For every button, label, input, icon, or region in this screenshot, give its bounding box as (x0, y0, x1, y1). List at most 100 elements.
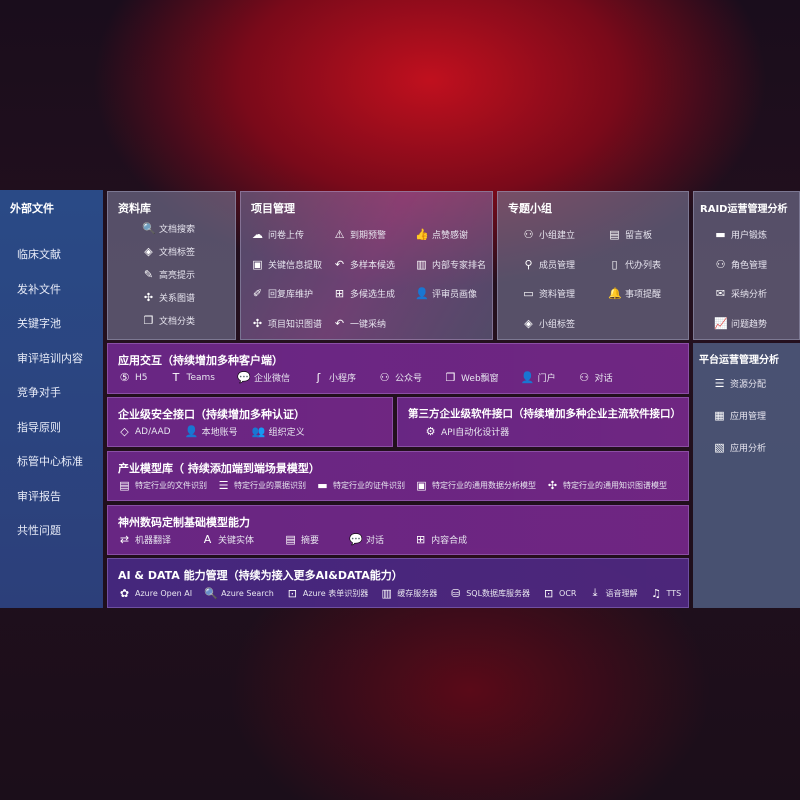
feature-item[interactable]: ▥ 内部专家排名 (415, 258, 486, 271)
feature-item[interactable]: 👤 本地账号 (185, 425, 238, 438)
feature-item[interactable]: 👍 点赞感谢 (415, 228, 468, 241)
feature-item[interactable]: ◈ 小组标签 (522, 317, 575, 330)
feature-item[interactable]: ▯ 代办列表 (608, 258, 661, 271)
feature-item[interactable]: ▤ 摘要 (284, 533, 319, 546)
external-file-item[interactable]: 审评培训内容 (17, 351, 83, 365)
panel-title: 外部文件 (10, 202, 54, 215)
feature-label: 机器翻译 (135, 536, 172, 546)
pen-icon: ✎ (143, 268, 154, 281)
feature-item[interactable]: ⚲ 成员管理 (522, 258, 575, 271)
feature-item[interactable]: ⚇ 公众号 (378, 371, 422, 384)
feature-item[interactable]: ❐ Web飘窗 (444, 371, 499, 384)
feature-label: 采纳分析 (731, 290, 768, 300)
feature-item[interactable]: ✐ 回复库维护 (251, 287, 313, 300)
feature-item[interactable]: ▣ 关键信息提取 (251, 258, 322, 271)
feature-item[interactable]: 💬 对话 (349, 533, 384, 546)
feature-item[interactable]: ✎ 高亮提示 (142, 268, 195, 281)
feature-item[interactable]: ⇄ 机器翻译 (118, 533, 171, 546)
feature-item[interactable]: ⊡ Azure 表单识别器 (286, 586, 368, 600)
feature-item[interactable]: ☰ 特定行业的票据识别 (217, 479, 306, 492)
feature-item[interactable]: 💬 企业微信 (237, 371, 290, 384)
feature-label: 多样本候选 (350, 260, 396, 271)
feature-item[interactable]: 🔔 事项提醒 (608, 287, 661, 300)
feature-item[interactable]: ◈ 文档标签 (142, 245, 195, 258)
chat-icon: 💬 (349, 533, 363, 546)
feature-item[interactable]: ⚇ 小组建立 (522, 228, 575, 241)
feature-item[interactable]: ✣ 关系图谱 (142, 291, 195, 304)
feature-label: 内部专家排名 (432, 260, 487, 271)
feature-row: ⚙ API自动化设计器 (424, 425, 510, 438)
feature-item[interactable]: ◇ AD/AAD (118, 425, 170, 438)
feature-item[interactable]: 🔍 Azure Search (204, 586, 274, 600)
feature-item[interactable]: ⛁ SQL数据库服务器 (449, 586, 530, 600)
feature-item[interactable]: ✣ 项目知识图谱 (251, 317, 322, 330)
ai-data-panel: AI & DATA 能力管理（持续为接入更多AI&DATA能力） ✿ Azure O… (107, 558, 689, 608)
external-file-item[interactable]: 指导原则 (17, 420, 61, 434)
feature-label: 特定行业的通用知识图谱模型 (563, 481, 667, 490)
feature-item[interactable]: ▦ 应用管理 (713, 409, 766, 422)
feature-item[interactable]: 👥 组织定义 (252, 425, 305, 438)
external-file-item[interactable]: 标管中心标准 (17, 455, 83, 468)
external-file-item[interactable]: 竞争对手 (17, 386, 61, 399)
third-party-interface-panel: 第三方企业级软件接口（持续增加多种企业主流软件接口） ⚙ API自动化设计器 (397, 397, 689, 447)
platform-analysis-panel: 平台运营管理分析 ☰ 资源分配 ▦ 应用管理 ▧ 应用分析 (693, 343, 800, 608)
feature-item[interactable]: ⚇ 对话 (578, 371, 612, 384)
thumbs-up-icon: 👍 (415, 228, 429, 241)
summary-icon: ▤ (285, 533, 296, 546)
panel-title: RAID运营管理分析 (700, 204, 788, 215)
feature-item[interactable]: ✉ 采纳分析 (714, 287, 767, 300)
list-icon: ☰ (714, 377, 725, 390)
feature-item[interactable]: 👤 评审员画像 (415, 287, 477, 300)
feature-item[interactable]: ▤ 特定行业的文件识别 (118, 479, 207, 492)
external-file-item[interactable]: 共性问题 (17, 524, 61, 537)
feature-item[interactable]: ⊞ 内容合成 (414, 533, 467, 546)
feature-item[interactable]: ☁ 问卷上传 (251, 228, 304, 241)
feature-item[interactable]: 📈 问题趋势 (714, 317, 767, 330)
feature-item[interactable]: ⚠ 到期预警 (333, 228, 386, 241)
feature-item[interactable]: ▬ 用户锻炼 (714, 228, 767, 241)
feature-item[interactable]: ▭ 资料管理 (522, 287, 575, 300)
cloud-upload-icon: ☁ (252, 228, 263, 241)
external-file-item[interactable]: 审评报告 (17, 489, 61, 503)
feature-item[interactable]: ⊞ 多候选生成 (333, 287, 395, 300)
feature-item[interactable]: ⊡ OCR (542, 586, 577, 600)
feature-item[interactable]: ↶ 一键采纳 (333, 317, 386, 330)
feature-label: 特定行业的通用数据分析模型 (432, 481, 536, 490)
external-file-item[interactable]: 发补文件 (17, 282, 61, 296)
external-file-item[interactable]: 关键字池 (17, 317, 61, 330)
graph-icon: ✣ (252, 316, 263, 330)
feature-row: ✿ Azure Open AI 🔍 Azure Search ⊡ Azure 表单识别器 ▥… (118, 586, 693, 600)
feature-item[interactable]: T Teams (170, 371, 215, 384)
feature-label: 内容合成 (431, 536, 468, 546)
feature-item[interactable]: ▬ 特定行业的证件识别 (316, 479, 405, 492)
feature-item[interactable]: ❐ 文档分类 (142, 314, 195, 327)
users-icon: ⚇ (715, 257, 726, 271)
feature-item[interactable]: ▧ 应用分析 (713, 441, 766, 454)
feature-label: 组织定义 (268, 428, 305, 438)
feature-item[interactable]: ♫ TTS (650, 586, 681, 600)
external-file-item[interactable]: 临床文献 (17, 248, 61, 261)
feature-item[interactable]: 👤 门户 (521, 371, 556, 384)
feature-label: 代办列表 (625, 260, 662, 271)
web-window-icon: ❐ (445, 371, 456, 384)
feature-item[interactable]: 🔍 文档搜索 (142, 222, 195, 235)
feature-label: 企业微信 (253, 374, 290, 384)
feature-item[interactable]: ▥ 缓存服务器 (380, 586, 438, 600)
feature-item[interactable]: ʃ 小程序 (312, 371, 356, 384)
feature-item[interactable]: A 关键实体 (201, 533, 254, 546)
feature-row: ▤ 特定行业的文件识别 ☰ 特定行业的票据识别 ▬ 特定行业的证件识别 ▣ 特定行业的通用数据… (118, 479, 677, 492)
feature-item[interactable]: ⤓ 语音理解 (589, 586, 638, 600)
feature-label: 留言板 (625, 231, 653, 241)
feature-item[interactable]: ☰ 资源分配 (713, 377, 766, 390)
feature-item[interactable]: ⚙ API自动化设计器 (424, 425, 510, 438)
doc-search-icon: 🔍 (142, 222, 156, 235)
feature-item[interactable]: ▣ 特定行业的通用数据分析模型 (415, 479, 536, 492)
feature-item[interactable]: ✣ 特定行业的通用知识图谱模型 (546, 479, 667, 492)
feature-label: Azure Open AI (135, 588, 193, 598)
feature-item[interactable]: ⚇ 角色管理 (714, 258, 767, 271)
feature-item[interactable]: ▤ 留言板 (608, 228, 652, 241)
tts-icon: ♫ (651, 586, 661, 600)
feature-item[interactable]: ↶ 多样本候选 (333, 258, 395, 271)
feature-item[interactable]: ✿ Azure Open AI (118, 586, 192, 600)
feature-item[interactable]: ⑤ H5 (118, 371, 148, 384)
